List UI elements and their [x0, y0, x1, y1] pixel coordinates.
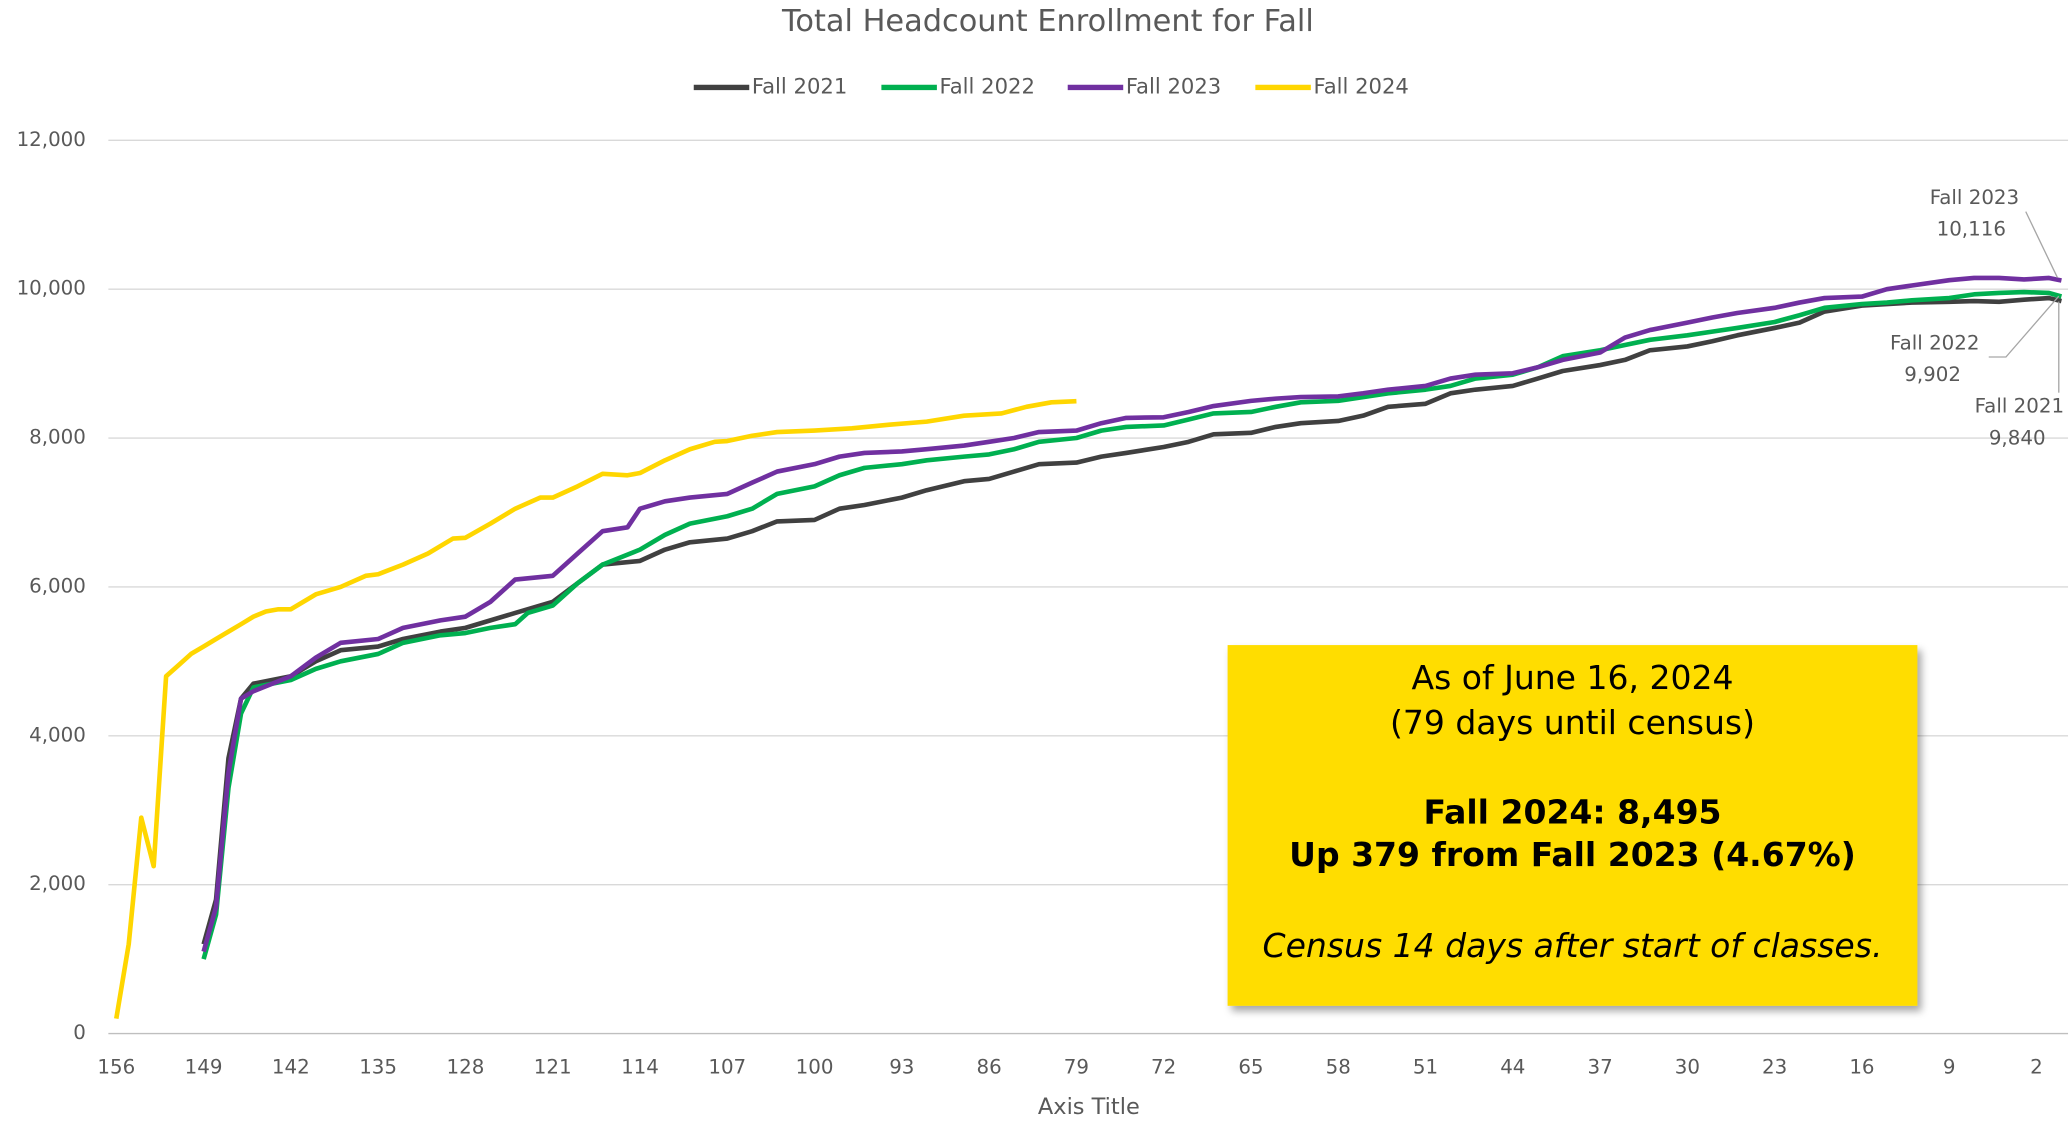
- end-label-value: 10,116: [1937, 218, 2006, 241]
- x-tick-label: 86: [976, 1055, 1001, 1078]
- y-tick-label: 6,000: [29, 574, 86, 597]
- legend-label: Fall 2023: [1126, 73, 1221, 98]
- y-tick-label: 12,000: [17, 128, 86, 151]
- chart-title: Total Headcount Enrollment for Fall: [781, 4, 1314, 39]
- x-tick-label: 149: [185, 1055, 223, 1078]
- x-tick-label: 114: [621, 1055, 659, 1078]
- x-tick-label: 142: [272, 1055, 310, 1078]
- x-tick-label: 58: [1326, 1055, 1351, 1078]
- series-line: [201, 295, 2062, 945]
- end-label-name: Fall 2023: [1930, 186, 2019, 209]
- x-tick-label: 107: [708, 1055, 746, 1078]
- x-tick-label: 9: [1943, 1055, 1956, 1078]
- x-tick-label: 23: [1762, 1055, 1787, 1078]
- x-tick-label: 79: [1064, 1055, 1089, 1078]
- y-tick-label: 0: [73, 1021, 86, 1044]
- x-tick-label: 128: [446, 1055, 484, 1078]
- x-axis-title: Axis Title: [1038, 1094, 1140, 1120]
- y-tick-label: 2,000: [29, 872, 86, 895]
- legend-label: Fall 2022: [940, 73, 1035, 98]
- x-tick-label: 44: [1500, 1055, 1525, 1078]
- annotation-box: [1227, 645, 1918, 1006]
- x-tick-label: 30: [1675, 1055, 1700, 1078]
- legend-label: Fall 2024: [1314, 73, 1409, 98]
- annotation-line: As of June 16, 2024: [1411, 658, 1733, 697]
- leader-line: [2025, 211, 2059, 279]
- x-tick-label: 156: [97, 1055, 135, 1078]
- series-line: [114, 398, 1077, 1020]
- end-label-name: Fall 2021: [1975, 395, 2064, 418]
- x-tick-label: 93: [889, 1055, 914, 1078]
- x-tick-label: 16: [1849, 1055, 1874, 1078]
- end-label-value: 9,902: [1904, 363, 1961, 386]
- x-tick-label: 65: [1238, 1055, 1263, 1078]
- end-label-value: 9,840: [1989, 426, 2046, 449]
- y-tick-label: 8,000: [29, 426, 86, 449]
- end-label-name: Fall 2022: [1890, 331, 1979, 354]
- x-tick-label: 135: [359, 1055, 397, 1078]
- x-tick-label: 2: [2030, 1055, 2043, 1078]
- annotation-line: Census 14 days after start of classes.: [1263, 926, 1883, 965]
- annotation-line: Fall 2024: 8,495: [1423, 793, 1721, 832]
- legend-label: Fall 2021: [752, 73, 847, 98]
- y-tick-label: 4,000: [29, 723, 86, 746]
- x-tick-label: 51: [1413, 1055, 1438, 1078]
- series-line: [201, 275, 2062, 953]
- series-line: [201, 289, 2063, 960]
- annotation-line: (79 days until census): [1390, 703, 1755, 742]
- y-tick-label: 10,000: [17, 277, 86, 300]
- x-tick-label: 37: [1587, 1055, 1612, 1078]
- annotation-line: Up 379 from Fall 2023 (4.67%): [1289, 835, 1856, 874]
- x-tick-label: 100: [796, 1055, 834, 1078]
- x-tick-label: 72: [1151, 1055, 1176, 1078]
- x-tick-label: 121: [534, 1055, 572, 1078]
- leader-line: [1988, 295, 2060, 358]
